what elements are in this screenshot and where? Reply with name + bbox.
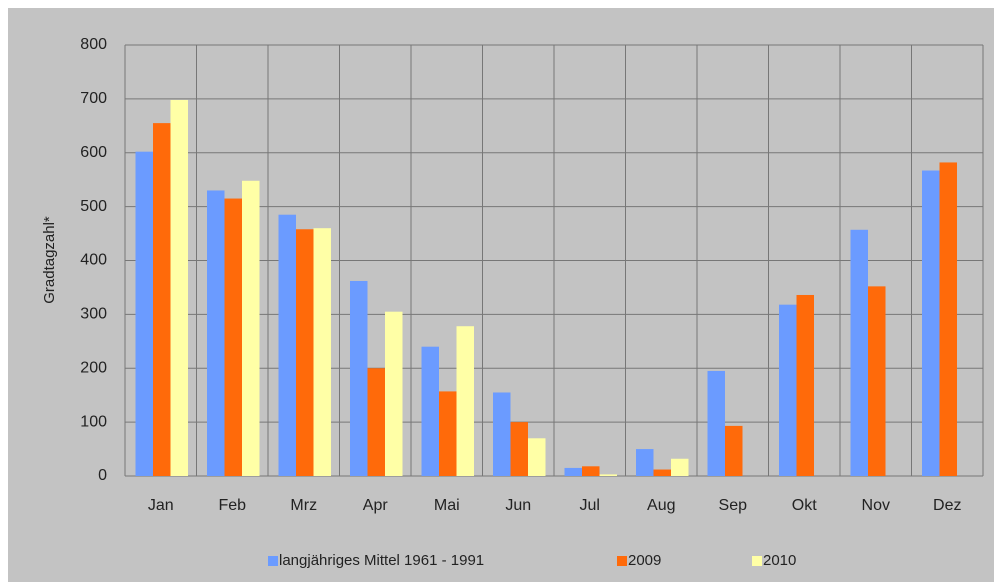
bar	[493, 392, 511, 476]
bar	[242, 180, 260, 476]
y-tick-label: 200	[80, 359, 107, 376]
x-tick-label: Jan	[148, 497, 174, 514]
bar	[653, 469, 671, 476]
bar	[922, 170, 940, 476]
bar	[779, 304, 797, 476]
y-tick-label: 800	[80, 36, 107, 53]
bar	[170, 99, 188, 476]
bar	[207, 190, 225, 476]
bar	[599, 474, 617, 476]
x-tick-label: Mrz	[290, 497, 317, 514]
y-tick-label: 600	[80, 144, 107, 161]
bar	[868, 286, 886, 476]
legend-swatch	[617, 556, 627, 566]
bar	[582, 466, 600, 476]
x-tick-label: Aug	[647, 497, 675, 514]
bar	[564, 467, 582, 476]
bar	[421, 346, 439, 476]
bar	[671, 458, 689, 476]
bar	[725, 425, 743, 476]
bar	[278, 214, 296, 477]
bar	[153, 123, 171, 477]
bar	[224, 198, 242, 476]
y-tick-label: 500	[80, 198, 107, 215]
bar	[385, 311, 403, 476]
y-tick-label: 0	[98, 467, 107, 484]
legend-swatch	[268, 556, 278, 566]
bar	[439, 391, 457, 476]
bar	[796, 294, 814, 476]
y-axis-label: Gradtagzahl*	[41, 216, 58, 304]
bar	[367, 368, 385, 476]
legend-swatch	[752, 556, 762, 566]
bar	[313, 228, 331, 476]
x-tick-label: Dez	[933, 497, 961, 514]
legend-label: 2009	[628, 552, 661, 569]
x-tick-label: Apr	[363, 497, 389, 514]
x-tick-label: Nov	[862, 497, 890, 514]
bar	[636, 449, 654, 476]
bar	[296, 229, 314, 476]
bar	[456, 326, 474, 476]
legend-label: langjähriges Mittel 1961 - 1991	[279, 552, 484, 569]
y-tick-label: 700	[80, 90, 107, 107]
legend-label: 2010	[763, 552, 796, 569]
bar	[350, 280, 368, 476]
bar	[528, 438, 546, 476]
bar	[939, 162, 957, 476]
y-tick-label: 400	[80, 252, 107, 269]
bar	[707, 370, 725, 476]
bar	[850, 229, 868, 476]
x-tick-label: Sep	[719, 497, 748, 514]
x-tick-label: Okt	[792, 497, 817, 514]
x-tick-label: Feb	[218, 497, 246, 514]
x-tick-label: Jun	[505, 497, 531, 514]
bar	[510, 422, 528, 476]
x-tick-label: Mai	[434, 497, 460, 514]
y-tick-label: 100	[80, 413, 107, 430]
bar	[135, 151, 153, 477]
x-tick-label: Jul	[580, 497, 600, 514]
y-tick-label: 300	[80, 306, 107, 323]
